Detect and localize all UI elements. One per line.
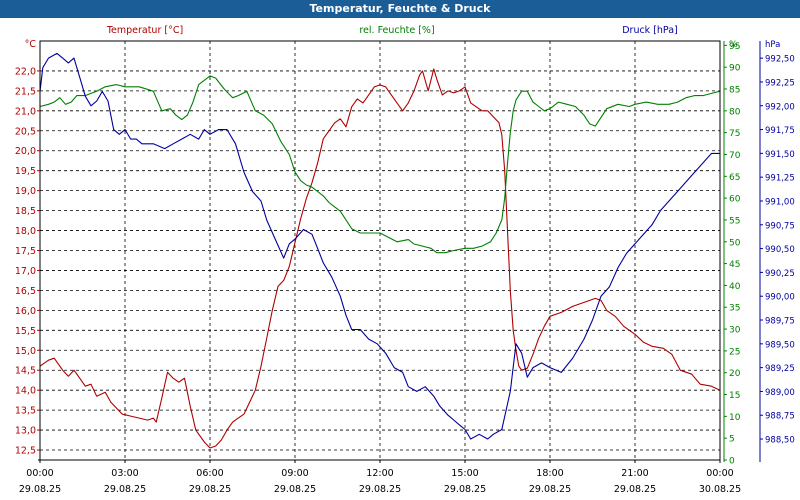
- pressure-unit-label: hPa: [765, 40, 780, 50]
- x-tick-time-4: 12:00: [366, 468, 393, 479]
- x-tick-date-6: 29.08.25: [529, 484, 571, 495]
- temperature-tick-label-11: 18,0: [15, 226, 36, 237]
- temperature-tick-label-6: 15,5: [15, 326, 36, 337]
- pressure-tick-label-12: 991,50: [765, 150, 795, 160]
- pressure-tick-label-0: 988,50: [765, 436, 795, 446]
- temperature-tick-label-5: 15,0: [15, 346, 36, 357]
- pressure-tick-label-10: 991,00: [765, 197, 795, 207]
- pressure-axis-title: Druck [hPa]: [622, 25, 678, 36]
- temperature-tick-label-15: 20,0: [15, 146, 36, 157]
- temperature-tick-label-8: 16,5: [15, 286, 36, 297]
- humidity-tick-label-7: 35: [729, 304, 740, 314]
- temperature-tick-label-18: 21,5: [15, 86, 36, 97]
- x-tick-time-3: 09:00: [281, 468, 308, 479]
- temperature-tick-label-2: 13,5: [15, 406, 36, 417]
- humidity-tick-label-16: 80: [729, 107, 741, 117]
- chart-background: [0, 18, 800, 500]
- weather-chart: 12,5 13,0 13,5 14,0 14,5 15,0 15,5 16,0 16,5 17,0…: [0, 18, 800, 500]
- series-line-temperature: [39, 68, 721, 449]
- x-tick-time-1: 03:00: [111, 468, 138, 479]
- humidity-tick-label-4: 20: [729, 369, 741, 379]
- pressure-tick-label-7: 990,25: [765, 269, 795, 279]
- pressure-tick-label-1: 988,75: [765, 412, 795, 422]
- x-tick-date-0: 29.08.25: [19, 484, 61, 495]
- humidity-tick-label-15: 75: [729, 129, 740, 139]
- temperature-tick-label-4: 14,5: [15, 366, 36, 377]
- temperature-tick-label-9: 17,0: [15, 266, 36, 277]
- temperature-tick-label-16: 20,5: [15, 126, 36, 137]
- humidity-tick-label-9: 45: [729, 260, 740, 270]
- humidity-tick-label-14: 70: [729, 151, 741, 161]
- pressure-tick-label-13: 991,75: [765, 126, 795, 136]
- temperature-unit-label: °C: [25, 39, 37, 50]
- pressure-tick-label-2: 989,00: [765, 388, 795, 398]
- humidity-tick-label-17: 85: [729, 86, 740, 96]
- humidity-tick-label-6: 30: [729, 326, 741, 336]
- temperature-tick-label-13: 19,0: [15, 186, 36, 197]
- x-tick-time-7: 21:00: [621, 468, 648, 479]
- x-tick-date-2: 29.08.25: [189, 484, 231, 495]
- x-tick-date-1: 29.08.25: [104, 484, 146, 495]
- pressure-tick-label-9: 990,75: [765, 221, 795, 231]
- humidity-tick-label-12: 60: [729, 195, 741, 205]
- x-tick-time-5: 15:00: [451, 468, 478, 479]
- humidity-tick-label-11: 55: [729, 216, 740, 226]
- humidity-tick-label-18: 90: [729, 64, 741, 74]
- pressure-tick-label-4: 989,50: [765, 340, 795, 350]
- humidity-axis-title: rel. Feuchte [%]: [359, 25, 434, 36]
- temperature-axis-title: Temperatur [°C]: [106, 25, 183, 36]
- x-tick-date-8: 30.08.25: [699, 484, 741, 495]
- x-tick-time-8: 00:00: [706, 468, 733, 479]
- temperature-tick-label-10: 17,5: [15, 246, 36, 257]
- pressure-tick-label-14: 992,00: [765, 102, 795, 112]
- temperature-tick-label-17: 21,0: [15, 106, 36, 117]
- x-tick-date-3: 29.08.25: [274, 484, 316, 495]
- humidity-tick-label-2: 10: [729, 413, 741, 423]
- series-line-humidity: [39, 75, 721, 254]
- humidity-tick-label-1: 5: [729, 435, 735, 445]
- humidity-tick-label-8: 40: [729, 282, 741, 292]
- series-line-pressure: [39, 52, 720, 440]
- humidity-tick-label-10: 50: [729, 238, 741, 248]
- pressure-tick-label-16: 992,50: [765, 55, 795, 65]
- pressure-tick-label-11: 991,25: [765, 174, 795, 184]
- temperature-tick-label-19: 22,0: [15, 66, 36, 77]
- pressure-tick-label-15: 992,25: [765, 78, 795, 88]
- humidity-tick-label-19: 95: [729, 42, 740, 52]
- humidity-tick-label-5: 25: [729, 347, 740, 357]
- x-tick-date-5: 29.08.25: [444, 484, 486, 495]
- temperature-tick-label-0: 12,5: [15, 446, 36, 457]
- axis-labels: 12,5 13,0 13,5 14,0 14,5 15,0 15,5 16,0 16,5 17,0…: [15, 25, 795, 495]
- pressure-tick-label-8: 990,50: [765, 245, 795, 255]
- humidity-unit-label: %: [729, 40, 738, 50]
- pressure-tick-label-6: 990,00: [765, 293, 795, 303]
- x-tick-time-2: 06:00: [196, 468, 223, 479]
- humidity-tick-label-3: 15: [729, 391, 740, 401]
- x-tick-date-4: 29.08.25: [359, 484, 401, 495]
- temperature-tick-label-14: 19,5: [15, 166, 36, 177]
- humidity-tick-label-13: 65: [729, 173, 740, 183]
- x-tick-time-6: 18:00: [536, 468, 563, 479]
- window-title: Temperatur, Feuchte & Druck: [0, 0, 800, 18]
- pressure-tick-label-5: 989,75: [765, 317, 795, 327]
- humidity-tick-label-0: 0: [729, 457, 735, 467]
- pressure-tick-label-3: 989,25: [765, 364, 795, 374]
- x-tick-time-0: 00:00: [26, 468, 53, 479]
- temperature-tick-label-1: 13,0: [15, 426, 36, 437]
- temperature-tick-label-3: 14,0: [15, 386, 36, 397]
- temperature-tick-label-7: 16,0: [15, 306, 36, 317]
- temperature-tick-label-12: 18,5: [15, 206, 36, 217]
- x-tick-date-7: 29.08.25: [614, 484, 656, 495]
- grid: [40, 41, 720, 460]
- series-group: [39, 52, 721, 449]
